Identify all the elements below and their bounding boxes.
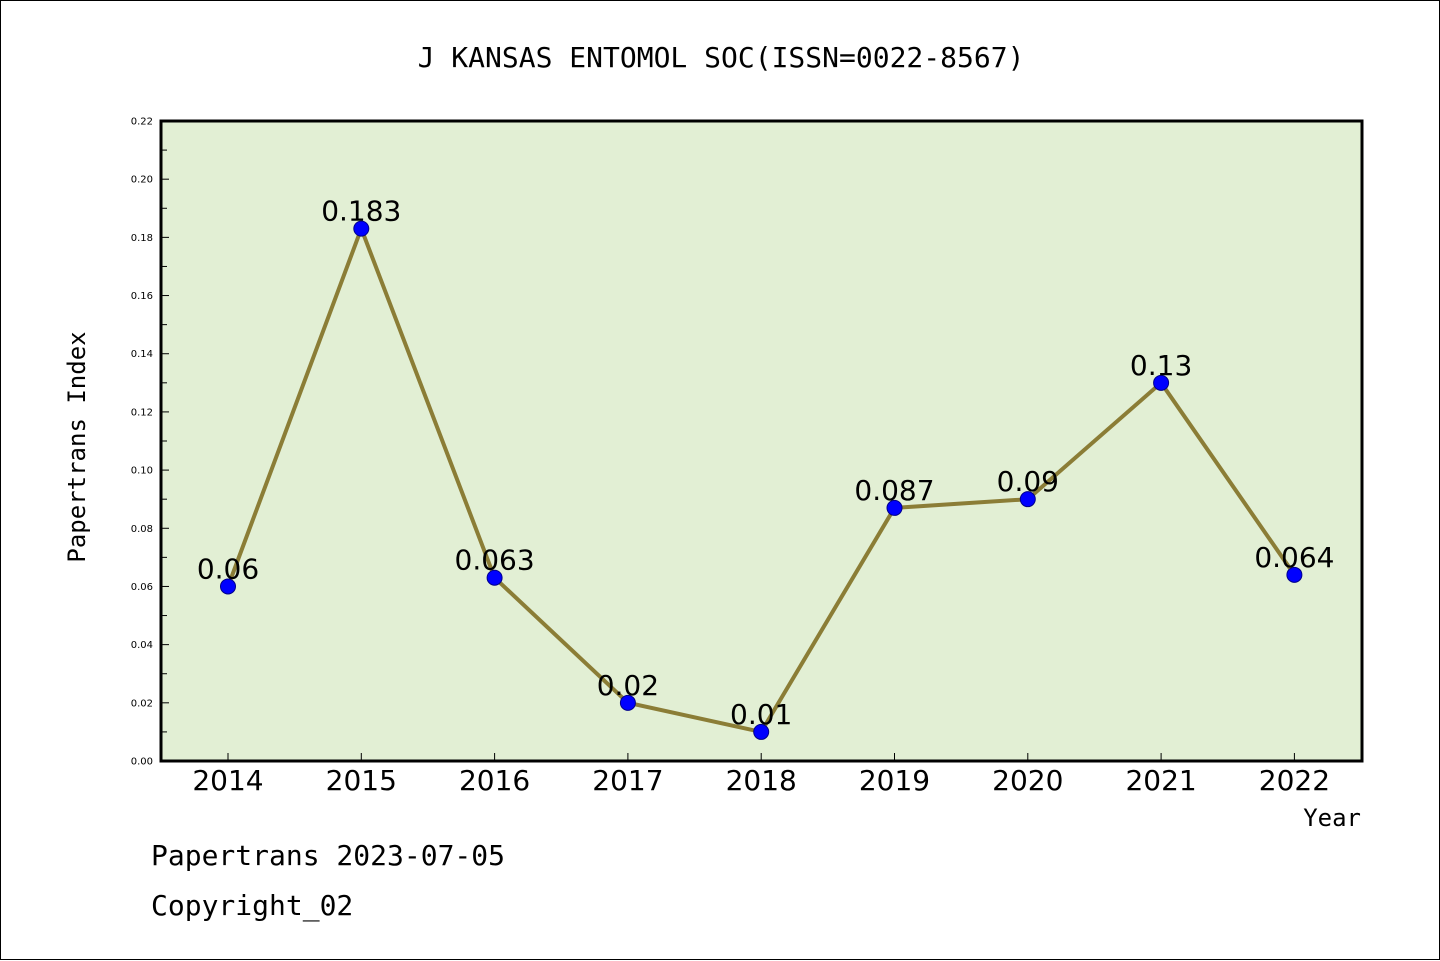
y-tick-label: 0.18 — [131, 233, 153, 244]
x-tick-label: 2014 — [192, 764, 263, 797]
data-labels: 0.06 0.183 0.063 0.02 0.01 0.087 0.09 0.13 0.064 — [197, 195, 1335, 731]
data-label: 0.09 — [997, 465, 1059, 498]
data-markers — [220, 220, 1303, 740]
x-axis-ticks: 2014 2015 2016 2017 2018 2019 2020 2021 2022 — [192, 753, 1330, 797]
chart-title: J KANSAS ENTOMOL SOC(ISSN=0022-8567) — [418, 41, 1025, 74]
data-label: 0.06 — [197, 552, 259, 585]
data-point — [886, 499, 903, 516]
y-tick-label: 0.12 — [131, 407, 153, 418]
data-point — [1019, 491, 1036, 508]
data-point — [1286, 566, 1303, 583]
x-tick-label: 2019 — [859, 764, 930, 797]
footer-copyright: Copyright_02 — [151, 889, 353, 923]
data-point — [1153, 374, 1170, 391]
y-tick-label: 0.04 — [131, 640, 153, 651]
data-point — [353, 220, 370, 237]
data-label: 0.063 — [455, 544, 535, 577]
data-label: 0.01 — [730, 698, 792, 731]
y-tick-label: 0.22 — [131, 117, 153, 128]
x-tick-label: 2017 — [592, 764, 663, 797]
x-tick-label: 2016 — [459, 764, 530, 797]
y-tick-label: 0.08 — [131, 524, 153, 535]
y-tick-label: 0.16 — [131, 291, 153, 302]
x-tick-label: 2022 — [1259, 764, 1330, 797]
y-tick-label: 0.14 — [131, 349, 153, 360]
x-tick-label: 2020 — [992, 764, 1063, 797]
x-tick-label: 2015 — [326, 764, 397, 797]
data-label: 0.02 — [597, 669, 659, 702]
data-point — [619, 694, 636, 711]
data-point — [486, 569, 503, 586]
y-tick-label: 0.00 — [131, 757, 153, 768]
x-axis-label: Year — [1303, 804, 1361, 832]
y-tick-label: 0.02 — [131, 698, 153, 709]
data-label: 0.064 — [1254, 541, 1334, 574]
y-axis-label: Papertrans Index — [63, 331, 91, 562]
y-tick-label: 0.20 — [131, 175, 153, 186]
y-tick-label: 0.06 — [131, 582, 153, 593]
x-tick-label: 2018 — [726, 764, 797, 797]
x-tick-label: 2021 — [1125, 764, 1196, 797]
data-point — [220, 578, 236, 595]
y-tick-label: 0.10 — [131, 466, 153, 477]
plot-border — [159, 119, 1364, 763]
footer-date: Papertrans 2023-07-05 — [151, 839, 505, 872]
data-label: 0.13 — [1130, 349, 1192, 382]
data-label: 0.183 — [321, 195, 401, 228]
data-label: 0.087 — [854, 474, 934, 507]
data-point — [753, 723, 770, 740]
